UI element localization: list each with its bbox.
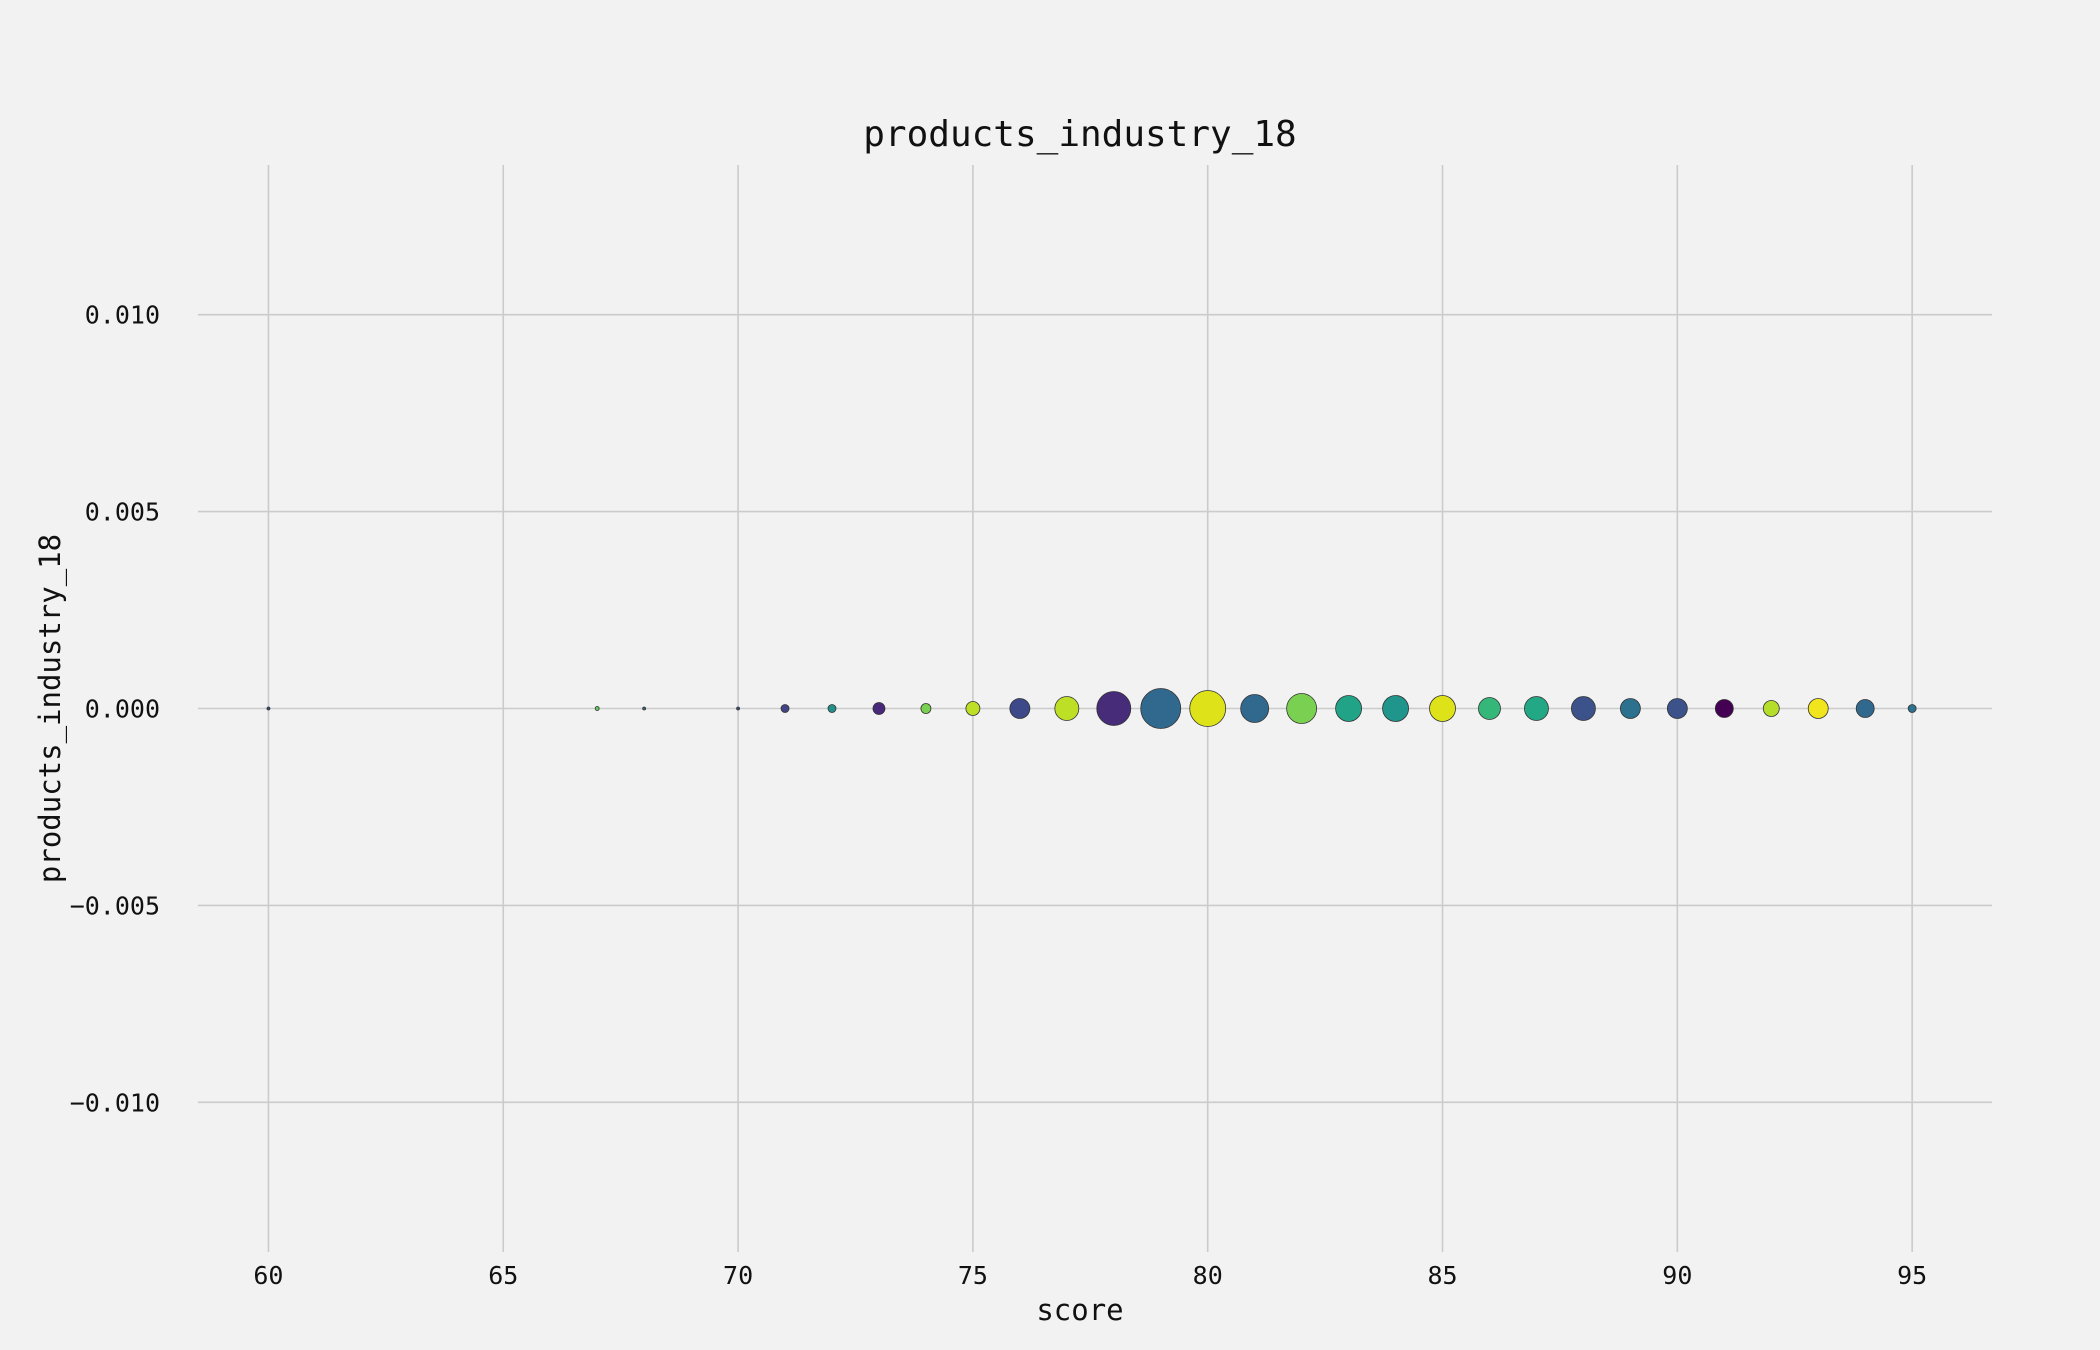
data-point xyxy=(1189,690,1227,727)
x-tick-label: 95 xyxy=(1897,1261,1927,1290)
x-tick-label: 75 xyxy=(958,1261,988,1290)
x-tick-label: 80 xyxy=(1193,1261,1223,1290)
bubble-layer xyxy=(266,688,1917,729)
data-point xyxy=(1478,697,1501,720)
data-point xyxy=(1140,688,1182,729)
y-tick-label: 0.010 xyxy=(85,301,160,330)
x-tick-label: 90 xyxy=(1662,1261,1692,1290)
data-point xyxy=(1286,693,1318,724)
data-point xyxy=(1429,695,1456,722)
data-point xyxy=(827,704,837,713)
data-point xyxy=(1762,700,1780,717)
x-tick-label: 60 xyxy=(253,1261,283,1290)
data-point xyxy=(1855,699,1875,718)
y-tick-label: 0.000 xyxy=(85,695,160,724)
data-point xyxy=(1907,704,1917,713)
y-axis-title: products_industry_18 xyxy=(33,534,68,883)
data-point xyxy=(736,706,740,711)
y-tick-label: −0.005 xyxy=(70,891,160,920)
y-tick-label: −0.010 xyxy=(70,1088,160,1117)
data-point xyxy=(1807,698,1829,719)
data-point xyxy=(1096,691,1132,726)
x-tick-label: 70 xyxy=(723,1261,753,1290)
data-point xyxy=(642,706,647,711)
x-axis-title: score xyxy=(1036,1293,1123,1327)
y-tick-label: 0.005 xyxy=(85,498,160,527)
data-point xyxy=(1619,698,1641,719)
data-point xyxy=(1009,698,1031,719)
data-point xyxy=(1054,696,1080,721)
data-point xyxy=(1666,698,1688,719)
data-point xyxy=(872,702,886,715)
data-point xyxy=(1382,695,1409,722)
data-point xyxy=(266,706,271,711)
chart-title: products_industry_18 xyxy=(863,114,1296,155)
data-point xyxy=(780,704,790,713)
tick-label-layer: 60 65 70 75 80 85 90 95 0.010 0.005 0.000 −0.005 −0.… xyxy=(70,301,1928,1290)
data-point xyxy=(1240,694,1270,723)
data-point xyxy=(1571,696,1596,721)
data-point xyxy=(1714,699,1734,718)
x-tick-label: 65 xyxy=(488,1261,518,1290)
data-point xyxy=(1335,695,1363,722)
x-tick-label: 85 xyxy=(1427,1261,1457,1290)
data-point xyxy=(920,703,932,714)
data-point xyxy=(965,701,981,716)
data-point xyxy=(1524,696,1549,721)
data-point xyxy=(594,706,600,711)
